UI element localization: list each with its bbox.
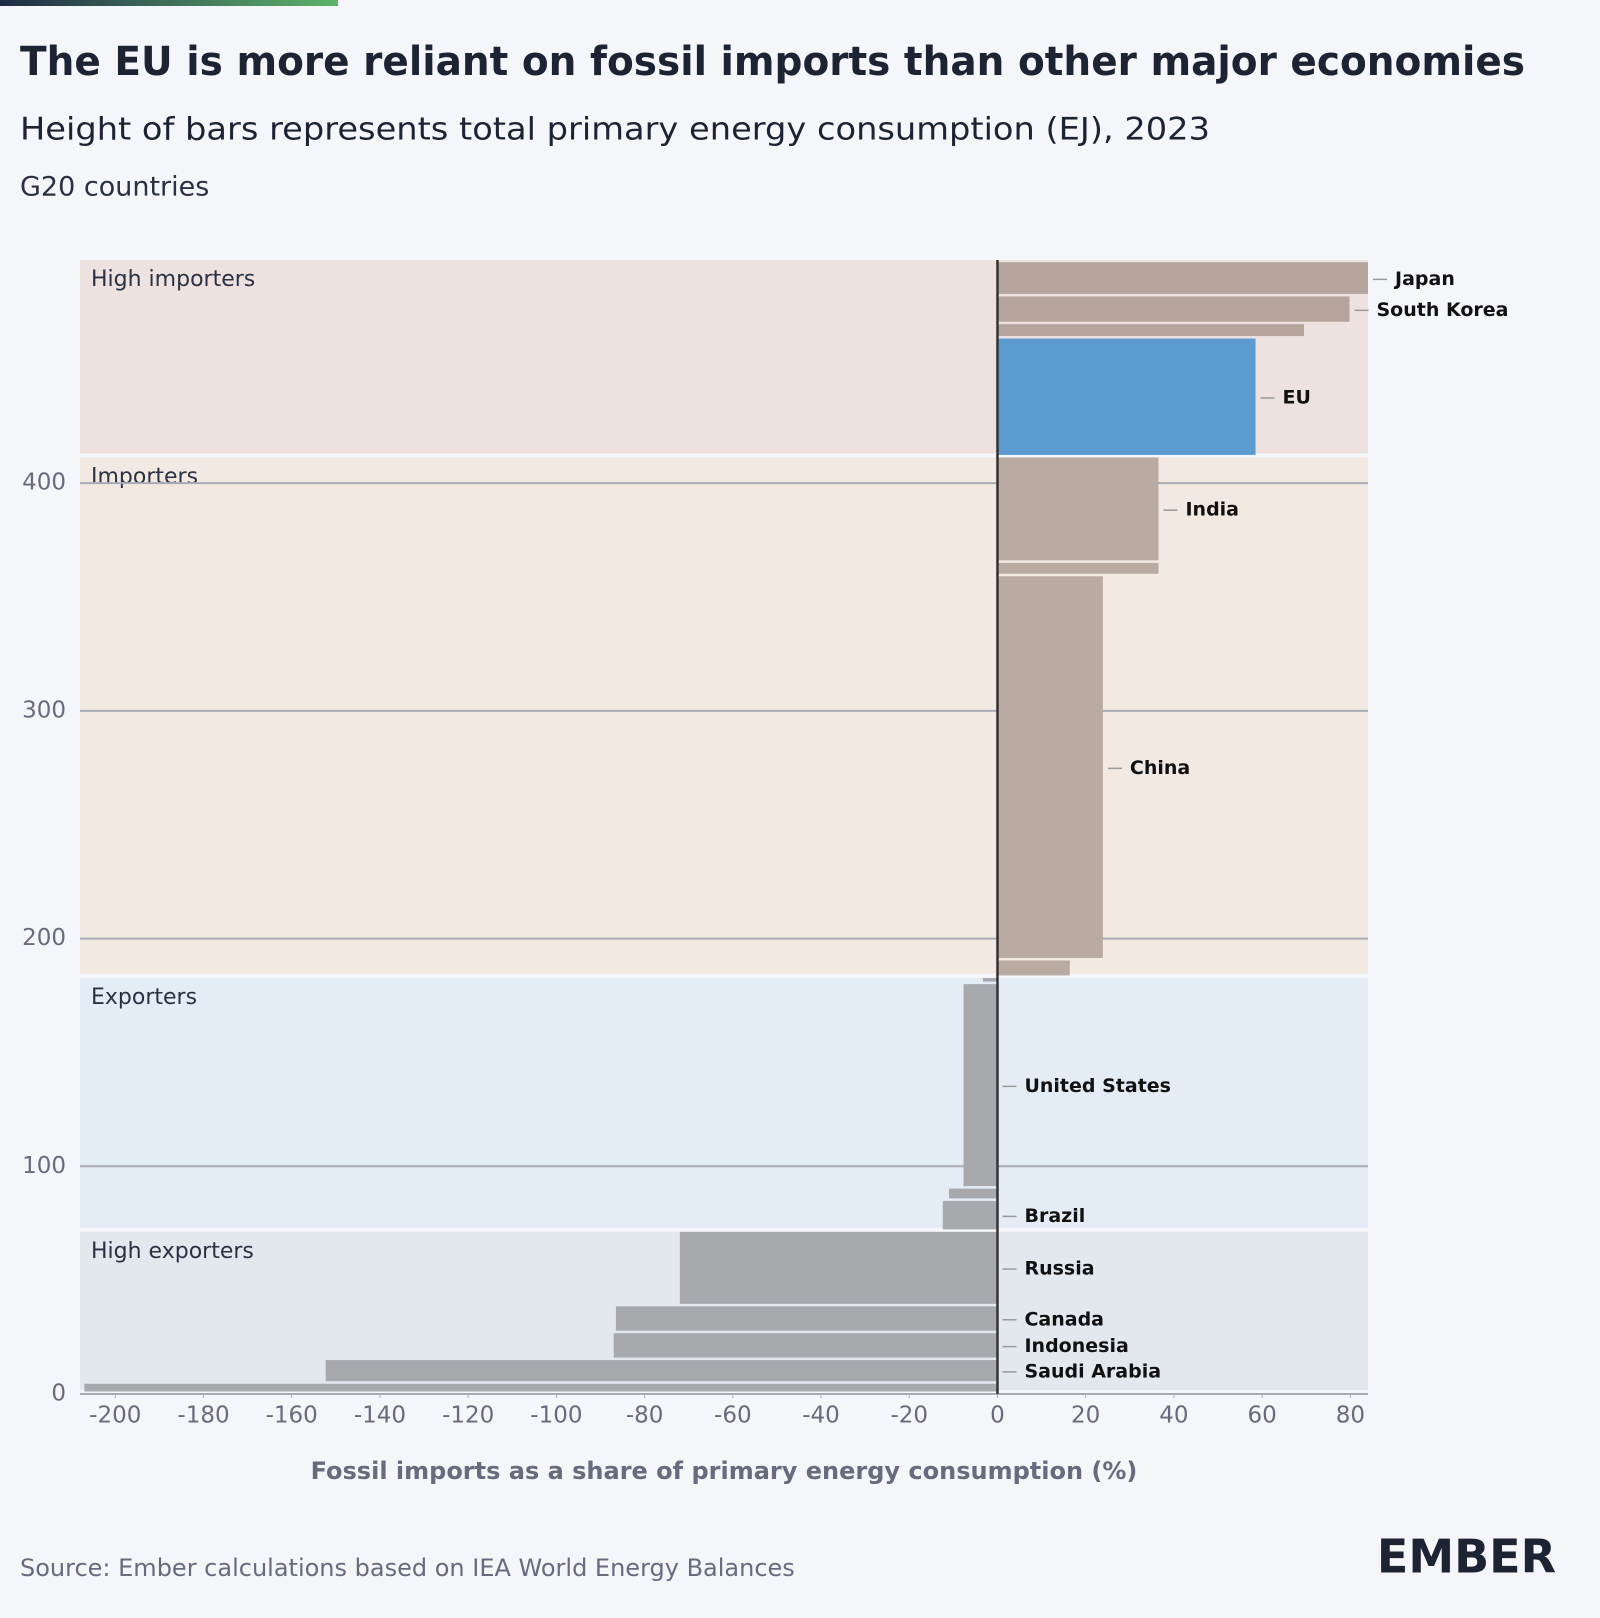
bar [997,296,1350,322]
bar-label: EU [1283,386,1311,408]
bar [325,1360,998,1382]
y-tick-label: 100 [22,1153,66,1179]
x-tick-label: 20 [1071,1403,1100,1429]
bar-label: Canada [1024,1308,1104,1330]
bar [997,338,1256,455]
bar [982,977,998,982]
bar [997,576,1103,958]
bar [84,1383,998,1392]
bar [997,324,1305,337]
x-tick-label: 80 [1336,1403,1365,1429]
chart-note: G20 countries [20,172,209,203]
x-tick-label: 0 [990,1403,1005,1429]
x-tick-label: -160 [266,1403,318,1429]
group-label: Exporters [91,985,197,1010]
bar [997,262,1368,294]
bar-label: United States [1024,1075,1171,1097]
x-tick-label: -20 [890,1403,928,1429]
bar [997,457,1159,561]
y-tick-label: 0 [51,1381,66,1407]
bar [997,562,1159,574]
bar-label: South Korea [1376,299,1508,321]
group-band [80,977,1368,1228]
x-tick-label: -200 [89,1403,141,1429]
y-tick-label: 400 [22,470,66,496]
y-tick-label: 200 [22,925,66,951]
bar-label: Japan [1393,268,1455,290]
x-tick-label: -40 [802,1403,840,1429]
group-label: Importers [91,464,198,489]
chart-title: The EU is more reliant on fossil imports… [20,39,1525,85]
x-tick-label: -120 [442,1403,494,1429]
y-tick-label: 300 [22,697,66,723]
x-tick-label: -140 [354,1403,406,1429]
bar-label: India [1185,499,1239,521]
bar [948,1188,998,1199]
bar-label: China [1130,757,1190,779]
x-tick-label: -100 [530,1403,582,1429]
bar [613,1333,998,1358]
group-label: High exporters [91,1239,254,1264]
group-band [80,457,1368,974]
group-label: High importers [91,267,255,292]
x-tick-label: 40 [1159,1403,1188,1429]
bar [615,1306,998,1331]
x-tick-label: 60 [1247,1403,1276,1429]
bar-label: Saudi Arabia [1024,1360,1161,1382]
x-tick-label: -180 [177,1403,229,1429]
bar-label: Brazil [1024,1205,1085,1227]
source: Source: Ember calculations based on IEA … [20,1554,795,1582]
chart-subtitle: Height of bars represents total primary … [20,112,1210,148]
accent-bar [0,0,338,6]
bar-label: Russia [1024,1258,1094,1280]
x-tick-label: -80 [626,1403,664,1429]
logo: EMBER [1377,1530,1556,1584]
bar [679,1231,998,1304]
x-axis-title: Fossil imports as a share of primary ene… [311,1457,1138,1485]
plot-area: High exporters Exporters Importers High imp… [22,260,1508,1429]
x-tick-label: -60 [714,1403,752,1429]
bar-label: Indonesia [1024,1335,1128,1357]
bar [963,984,998,1187]
bar [942,1200,998,1230]
bar [997,960,1070,976]
